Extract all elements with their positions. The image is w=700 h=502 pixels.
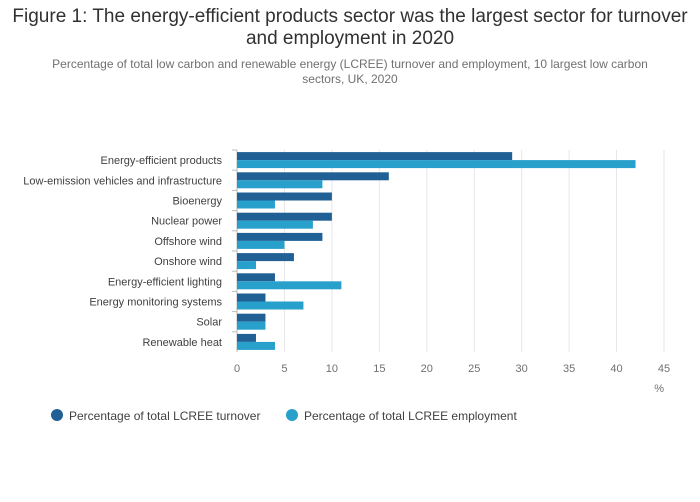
x-tick-label: 20 xyxy=(421,363,433,375)
category-label: Renewable heat xyxy=(142,337,222,349)
bar-turnover[interactable] xyxy=(237,333,256,342)
category-label: Onshore wind xyxy=(154,256,222,268)
x-tick-label: 5 xyxy=(281,363,287,375)
x-tick-label: 30 xyxy=(516,363,528,375)
bar-employment[interactable] xyxy=(237,220,313,229)
x-tick-label: 15 xyxy=(373,363,385,375)
category-label: Nuclear power xyxy=(151,216,222,228)
bar-turnover[interactable] xyxy=(237,152,513,161)
category-label: Energy monitoring systems xyxy=(89,297,222,309)
category-labels: Energy-efficient products Low-emission ve… xyxy=(23,155,222,349)
category-label: Offshore wind xyxy=(154,236,222,248)
bar-employment[interactable] xyxy=(237,160,636,169)
category-label: Energy-efficient products xyxy=(101,155,223,167)
bar-employment[interactable] xyxy=(237,301,304,310)
bar-turnover[interactable] xyxy=(237,253,294,262)
legend: Percentage of total LCREE turnover Perce… xyxy=(51,409,517,423)
chart-title: Figure 1: The energy-efficient products … xyxy=(12,6,688,49)
bar-turnover[interactable] xyxy=(237,293,266,302)
x-axis-ticks: 0 5 10 15 20 25 30 35 40 45 xyxy=(234,363,670,375)
bar-employment[interactable] xyxy=(237,180,323,189)
bar-turnover[interactable] xyxy=(237,232,323,241)
category-label: Low-emission vehicles and infrastructure xyxy=(23,175,222,187)
bar-turnover[interactable] xyxy=(237,212,332,221)
bar-employment[interactable] xyxy=(237,281,342,290)
legend-label-employment: Percentage of total LCREE employment xyxy=(304,409,517,423)
bar-employment[interactable] xyxy=(237,240,285,249)
x-tick-label: 0 xyxy=(234,363,240,375)
x-tick-label: 10 xyxy=(326,363,338,375)
bar-employment[interactable] xyxy=(237,341,275,350)
category-label: Energy-efficient lighting xyxy=(108,276,222,288)
bar-turnover[interactable] xyxy=(237,172,389,181)
legend-marker-employment xyxy=(286,409,298,421)
bars xyxy=(237,152,636,350)
category-label: Bioenergy xyxy=(172,196,222,208)
legend-label-turnover: Percentage of total LCREE turnover xyxy=(69,409,260,423)
bar-employment[interactable] xyxy=(237,200,275,209)
category-label: Solar xyxy=(196,317,222,329)
chart-subtitle: Percentage of total low carbon and renew… xyxy=(52,57,648,86)
x-tick-label: 45 xyxy=(658,363,670,375)
bar-turnover[interactable] xyxy=(237,192,332,201)
legend-marker-turnover xyxy=(51,409,63,421)
x-tick-label: 25 xyxy=(468,363,480,375)
x-axis-unit-label: % xyxy=(654,383,664,395)
x-tick-label: 35 xyxy=(563,363,575,375)
bar-employment[interactable] xyxy=(237,261,256,270)
bar-turnover[interactable] xyxy=(237,313,266,322)
bar-employment[interactable] xyxy=(237,321,266,330)
x-tick-label: 40 xyxy=(610,363,622,375)
bar-turnover[interactable] xyxy=(237,273,275,282)
